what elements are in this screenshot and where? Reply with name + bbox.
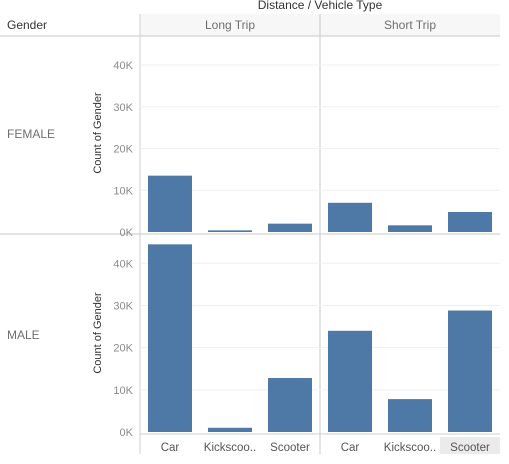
y-tick-label-male-4: 40K [113,258,133,270]
bar-male-long-trip-kickscoo [208,428,252,432]
y-tick-label-female-0: 0K [120,227,134,239]
y-tick-label-male-0: 0K [120,427,134,439]
bar-female-short-trip-car [328,203,372,232]
x-tick-label-short-trip-kickscoo: Kickscoo.. [384,442,436,454]
bar-male-short-trip-car [328,331,372,432]
column-header-short-trip: Short Trip [384,18,436,32]
y-tick-label-male-3: 30K [113,300,133,312]
y-tick-label-female-3: 30K [113,102,133,114]
x-tick-label-short-trip-car: Car [341,442,360,454]
bar-male-long-trip-car [148,244,192,432]
bar-female-long-trip-scooter [268,224,312,232]
x-tick-label-long-trip-car: Car [161,442,180,454]
y-tick-label-male-2: 20K [113,343,133,355]
bar-female-long-trip-car [148,176,192,232]
bar-male-short-trip-scooter [448,311,492,432]
y-tick-label-female-2: 20K [113,144,133,156]
plot-area: 0K 10K 20K 30K 40K 0K 10K 20K 30K 40K Car Kickscoo.… [113,60,500,454]
y-axis-label-female: Count of Gender [92,92,104,174]
row-header-male: MALE [7,328,40,342]
x-tick-label-short-trip-scooter: Scooter [450,442,490,454]
bar-female-long-trip-kickscoo [208,230,252,232]
x-tick-label-long-trip-kickscoo: Kickscoo.. [204,442,256,454]
column-title: Distance / Vehicle Type [258,0,383,12]
bar-female-short-trip-kickscoo [388,225,432,232]
y-tick-label-female-1: 10K [113,185,133,197]
y-axis-label-male: Count of Gender [92,292,104,374]
y-tick-label-male-1: 10K [113,385,133,397]
column-header-long-trip: Long Trip [205,18,255,32]
row-title: Gender [7,18,47,32]
row-header-female: FEMALE [7,127,55,141]
bar-male-long-trip-scooter [268,378,312,432]
bar-female-short-trip-scooter [448,212,492,232]
x-tick-label-long-trip-scooter: Scooter [270,442,310,454]
y-tick-label-female-4: 40K [113,60,133,72]
bar-male-short-trip-kickscoo [388,399,432,432]
